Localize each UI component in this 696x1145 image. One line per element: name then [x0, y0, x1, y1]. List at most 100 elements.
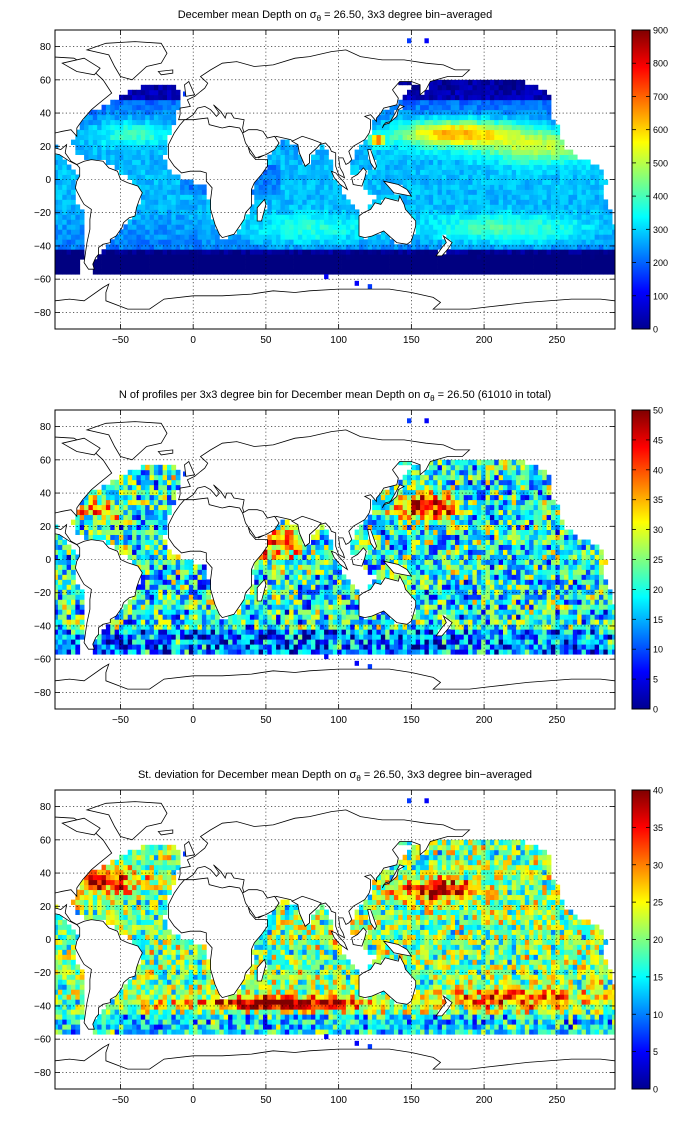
heatmap-cell — [193, 209, 198, 214]
heatmap-cell — [115, 545, 120, 550]
heatmap-cell — [359, 264, 364, 269]
heatmap-cell — [285, 574, 290, 579]
heatmap-cell — [158, 100, 163, 105]
heatmap-cell — [132, 165, 137, 170]
heatmap-cell — [446, 80, 451, 85]
heatmap-cell — [62, 244, 67, 249]
y-tick-label: 40 — [40, 109, 52, 120]
heatmap-cell — [586, 264, 591, 269]
heatmap-cell — [54, 184, 59, 189]
heatmap-cell — [184, 584, 189, 589]
heatmap-cell — [472, 184, 477, 189]
heatmap-cell — [328, 214, 333, 219]
heatmap-cell — [145, 465, 150, 470]
heatmap-cell — [324, 649, 329, 654]
heatmap-cell — [573, 180, 578, 185]
heatmap-cell — [547, 254, 552, 259]
heatmap-cell — [88, 535, 93, 540]
heatmap-cell — [289, 535, 294, 540]
heatmap-cell — [150, 520, 155, 525]
heatmap-cell — [58, 555, 63, 560]
heatmap-cell — [320, 555, 325, 560]
heatmap-cell — [534, 224, 539, 229]
heatmap-cell — [158, 480, 163, 485]
heatmap-cell — [416, 120, 421, 125]
heatmap-cell — [115, 115, 120, 120]
heatmap-cell — [67, 629, 72, 634]
heatmap-cell — [154, 130, 159, 135]
heatmap-cell — [198, 604, 203, 609]
heatmap-cell — [438, 150, 443, 155]
heatmap-cell — [285, 184, 290, 189]
heatmap-cell — [350, 165, 355, 170]
heatmap-cell — [132, 219, 137, 224]
heatmap-cell — [499, 180, 504, 185]
heatmap-cell — [158, 579, 163, 584]
heatmap-cell — [333, 264, 338, 269]
heatmap-cell — [315, 244, 320, 249]
heatmap-cell — [424, 155, 429, 160]
heatmap-cell — [184, 579, 189, 584]
heatmap-cell — [163, 150, 168, 155]
heatmap-cell — [215, 624, 220, 629]
heatmap-cell — [123, 239, 128, 244]
heatmap-cell — [219, 644, 224, 649]
heatmap-cell — [555, 140, 560, 145]
heatmap-cell — [263, 184, 268, 189]
heatmap-cell — [167, 269, 172, 274]
heatmap-cell — [577, 249, 582, 254]
heatmap-cell — [451, 135, 456, 140]
heatmap-cell — [193, 199, 198, 204]
heatmap-cell — [171, 594, 176, 599]
heatmap-cell — [97, 135, 102, 140]
heatmap-cell — [263, 564, 268, 569]
heatmap-cell — [193, 649, 198, 654]
heatmap-cell — [503, 115, 508, 120]
heatmap-cell — [71, 189, 76, 194]
heatmap-cell — [459, 204, 464, 209]
heatmap-cell — [468, 244, 473, 249]
heatmap-cell — [420, 135, 425, 140]
heatmap-cell — [328, 579, 333, 584]
heatmap-cell — [163, 199, 168, 204]
heatmap-cell — [372, 145, 377, 150]
heatmap-cell — [538, 150, 543, 155]
heatmap-cell — [141, 199, 146, 204]
heatmap-cell — [211, 619, 216, 624]
heatmap-cell — [272, 165, 277, 170]
heatmap-cell — [429, 219, 434, 224]
heatmap-cell — [568, 214, 573, 219]
heatmap-cell — [263, 639, 268, 644]
heatmap-cell — [285, 555, 290, 560]
heatmap-cell — [315, 239, 320, 244]
heatmap-cell — [394, 165, 399, 170]
heatmap-cell — [429, 214, 434, 219]
heatmap-cell — [315, 560, 320, 565]
heatmap-cell — [477, 100, 482, 105]
heatmap-cell — [385, 155, 390, 160]
heatmap-cell — [376, 145, 381, 150]
heatmap-cell — [455, 140, 460, 145]
heatmap-cell — [167, 560, 172, 565]
heatmap-cell — [141, 150, 146, 155]
heatmap-cell — [529, 184, 534, 189]
heatmap-cell — [110, 495, 115, 500]
heatmap-cell — [193, 594, 198, 599]
heatmap-cell — [516, 229, 521, 234]
heatmap-cell — [486, 184, 491, 189]
heatmap-cell — [285, 525, 290, 530]
heatmap-cell — [298, 564, 303, 569]
heatmap-cell — [158, 264, 163, 269]
heatmap-cell — [88, 530, 93, 535]
heatmap-cell — [324, 274, 328, 279]
heatmap-cell — [119, 545, 124, 550]
heatmap-cell — [398, 100, 403, 105]
heatmap-cell — [328, 629, 333, 634]
heatmap-cell — [123, 619, 128, 624]
heatmap-cell — [560, 209, 565, 214]
heatmap-cell — [128, 604, 133, 609]
heatmap-cell — [180, 194, 185, 199]
heatmap-cell — [119, 629, 124, 634]
heatmap-cell — [198, 639, 203, 644]
heatmap-cell — [363, 269, 368, 274]
